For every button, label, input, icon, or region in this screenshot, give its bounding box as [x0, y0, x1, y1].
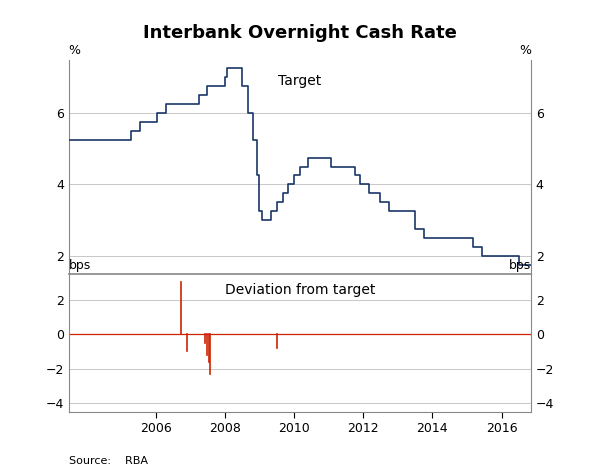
Text: Deviation from target: Deviation from target — [225, 283, 375, 298]
Text: %: % — [68, 44, 80, 58]
Text: bps: bps — [509, 259, 532, 272]
Text: %: % — [520, 44, 532, 58]
Text: Source:    RBA: Source: RBA — [69, 456, 148, 466]
Text: Target: Target — [278, 74, 322, 89]
Text: Interbank Overnight Cash Rate: Interbank Overnight Cash Rate — [143, 24, 457, 42]
Text: bps: bps — [68, 259, 91, 272]
